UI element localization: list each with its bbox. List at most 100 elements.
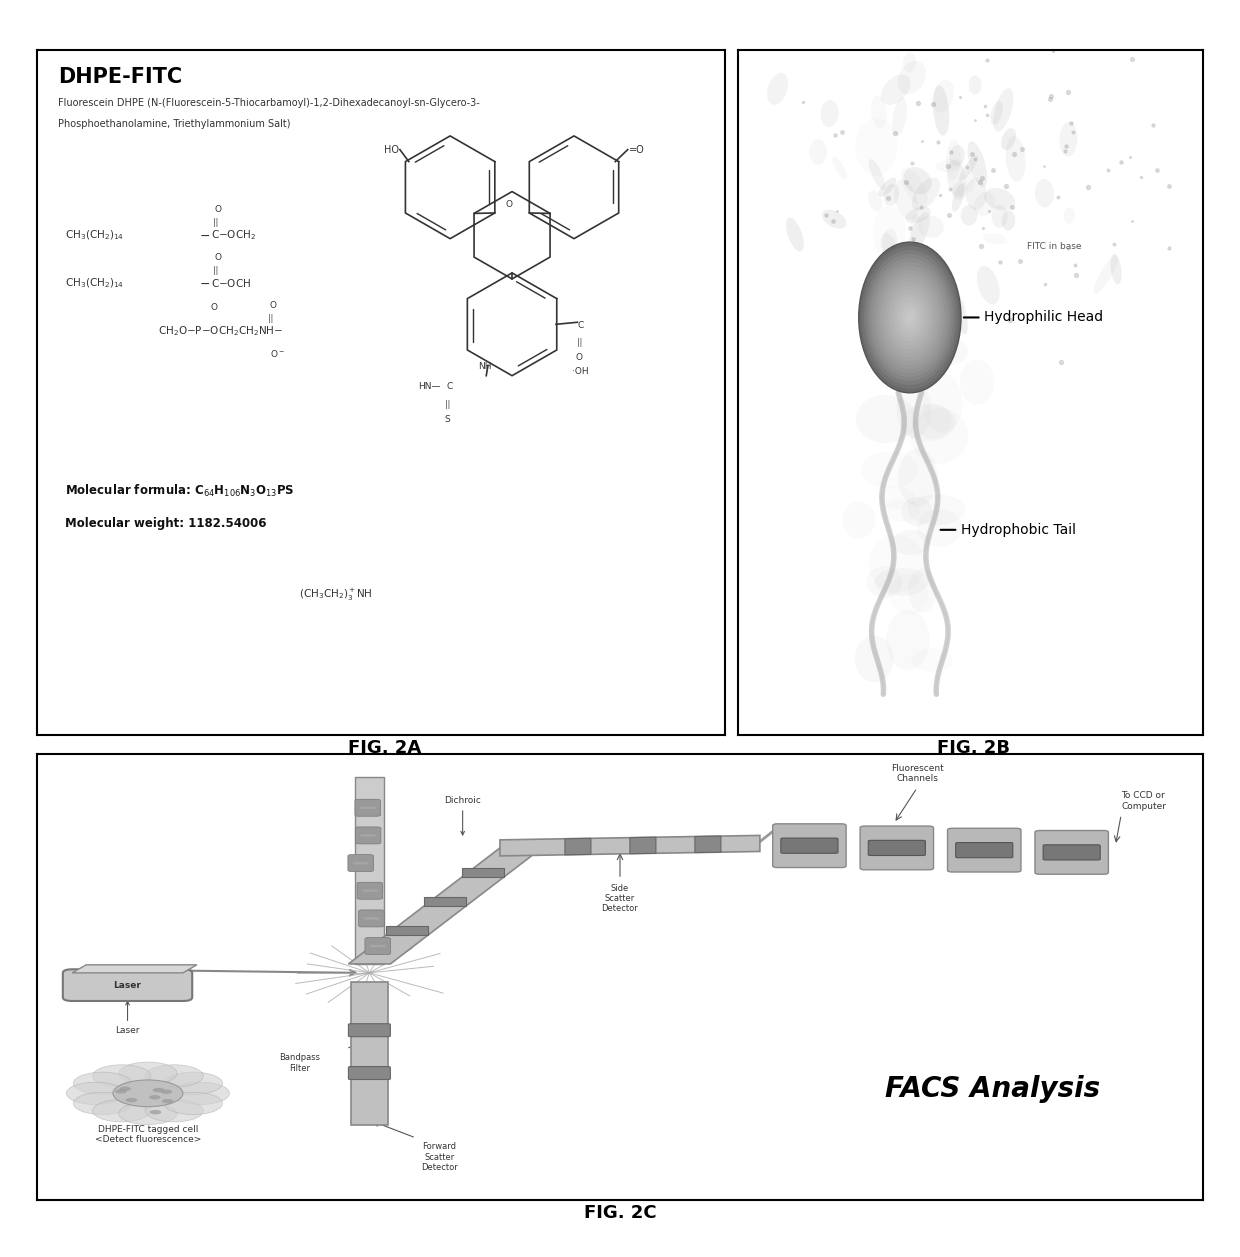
- Point: [977, 106, 997, 126]
- Point: [973, 217, 993, 238]
- Point: [970, 172, 990, 192]
- Ellipse shape: [873, 205, 905, 260]
- Point: [913, 131, 932, 151]
- Point: [1055, 141, 1075, 161]
- Circle shape: [365, 807, 371, 810]
- Ellipse shape: [854, 636, 893, 683]
- Text: O: O: [575, 353, 583, 362]
- Ellipse shape: [916, 509, 962, 547]
- Circle shape: [161, 1090, 172, 1094]
- Ellipse shape: [991, 101, 1003, 124]
- Ellipse shape: [908, 568, 936, 612]
- Point: [1159, 176, 1179, 196]
- Point: [1013, 138, 1033, 158]
- Ellipse shape: [1059, 122, 1078, 157]
- Point: [975, 96, 994, 116]
- Point: [1040, 85, 1060, 106]
- Ellipse shape: [1035, 178, 1054, 207]
- FancyBboxPatch shape: [348, 855, 373, 871]
- Text: Laser: Laser: [115, 1002, 140, 1035]
- Text: NH: NH: [477, 362, 491, 371]
- Circle shape: [899, 302, 920, 333]
- Circle shape: [352, 862, 360, 865]
- Ellipse shape: [880, 74, 910, 104]
- Polygon shape: [630, 837, 656, 854]
- Ellipse shape: [822, 210, 847, 229]
- Ellipse shape: [832, 157, 847, 180]
- Circle shape: [164, 1092, 222, 1115]
- FancyBboxPatch shape: [1035, 831, 1109, 874]
- Circle shape: [119, 1086, 131, 1091]
- Point: [951, 87, 971, 107]
- Point: [1211, 240, 1231, 260]
- Ellipse shape: [992, 205, 1008, 228]
- Ellipse shape: [946, 161, 966, 197]
- Point: [901, 152, 921, 172]
- Point: [1122, 211, 1142, 231]
- Point: [1055, 136, 1075, 156]
- Text: C$-$OCH$_2$: C$-$OCH$_2$: [211, 229, 255, 243]
- Ellipse shape: [874, 568, 929, 596]
- Point: [825, 126, 844, 146]
- FancyBboxPatch shape: [63, 969, 192, 1001]
- Point: [966, 150, 986, 170]
- Point: [1158, 238, 1178, 258]
- Circle shape: [370, 945, 377, 948]
- Ellipse shape: [977, 266, 999, 304]
- Text: ||: ||: [213, 266, 218, 275]
- Circle shape: [872, 261, 947, 373]
- FancyBboxPatch shape: [947, 828, 1021, 872]
- Text: Laser: Laser: [114, 980, 141, 989]
- Ellipse shape: [856, 118, 898, 176]
- Ellipse shape: [1063, 207, 1075, 224]
- Text: =O: =O: [629, 145, 645, 155]
- Circle shape: [145, 1100, 203, 1123]
- Ellipse shape: [856, 395, 916, 444]
- Point: [1143, 114, 1163, 134]
- Polygon shape: [694, 836, 720, 852]
- Ellipse shape: [936, 158, 963, 172]
- Text: CH$_3$(CH$_2$)$_{14}$: CH$_3$(CH$_2$)$_{14}$: [64, 229, 124, 243]
- Ellipse shape: [1111, 254, 1122, 284]
- Ellipse shape: [879, 177, 897, 197]
- FancyBboxPatch shape: [358, 910, 384, 926]
- Point: [930, 185, 950, 205]
- Point: [1058, 239, 1078, 259]
- Point: [832, 122, 852, 142]
- Circle shape: [379, 945, 386, 948]
- Point: [1004, 143, 1024, 163]
- FancyBboxPatch shape: [868, 841, 925, 856]
- Ellipse shape: [985, 189, 1016, 210]
- Circle shape: [145, 1065, 203, 1087]
- Circle shape: [150, 1110, 161, 1115]
- Circle shape: [908, 313, 913, 322]
- Ellipse shape: [915, 293, 952, 339]
- Point: [940, 178, 960, 199]
- Text: FACS Analysis: FACS Analysis: [885, 1075, 1101, 1102]
- Ellipse shape: [993, 88, 1013, 132]
- Ellipse shape: [983, 234, 1007, 245]
- Ellipse shape: [868, 190, 883, 211]
- Circle shape: [119, 1062, 177, 1085]
- Point: [977, 50, 997, 70]
- Ellipse shape: [894, 329, 920, 352]
- Ellipse shape: [1001, 128, 1016, 150]
- Circle shape: [867, 254, 952, 381]
- Point: [823, 210, 843, 230]
- Text: S: S: [445, 415, 450, 424]
- Circle shape: [862, 246, 959, 388]
- Ellipse shape: [869, 534, 925, 592]
- Point: [962, 145, 982, 165]
- Text: CH$_3$(CH$_2$)$_{14}$: CH$_3$(CH$_2$)$_{14}$: [64, 277, 124, 290]
- Point: [905, 0, 925, 4]
- FancyBboxPatch shape: [773, 823, 846, 867]
- Point: [885, 122, 905, 142]
- Circle shape: [371, 890, 378, 892]
- Point: [827, 201, 847, 221]
- Polygon shape: [565, 838, 591, 855]
- Circle shape: [880, 274, 940, 361]
- Ellipse shape: [901, 497, 932, 527]
- Point: [1061, 113, 1081, 133]
- Ellipse shape: [1006, 136, 1025, 182]
- Circle shape: [113, 1080, 184, 1106]
